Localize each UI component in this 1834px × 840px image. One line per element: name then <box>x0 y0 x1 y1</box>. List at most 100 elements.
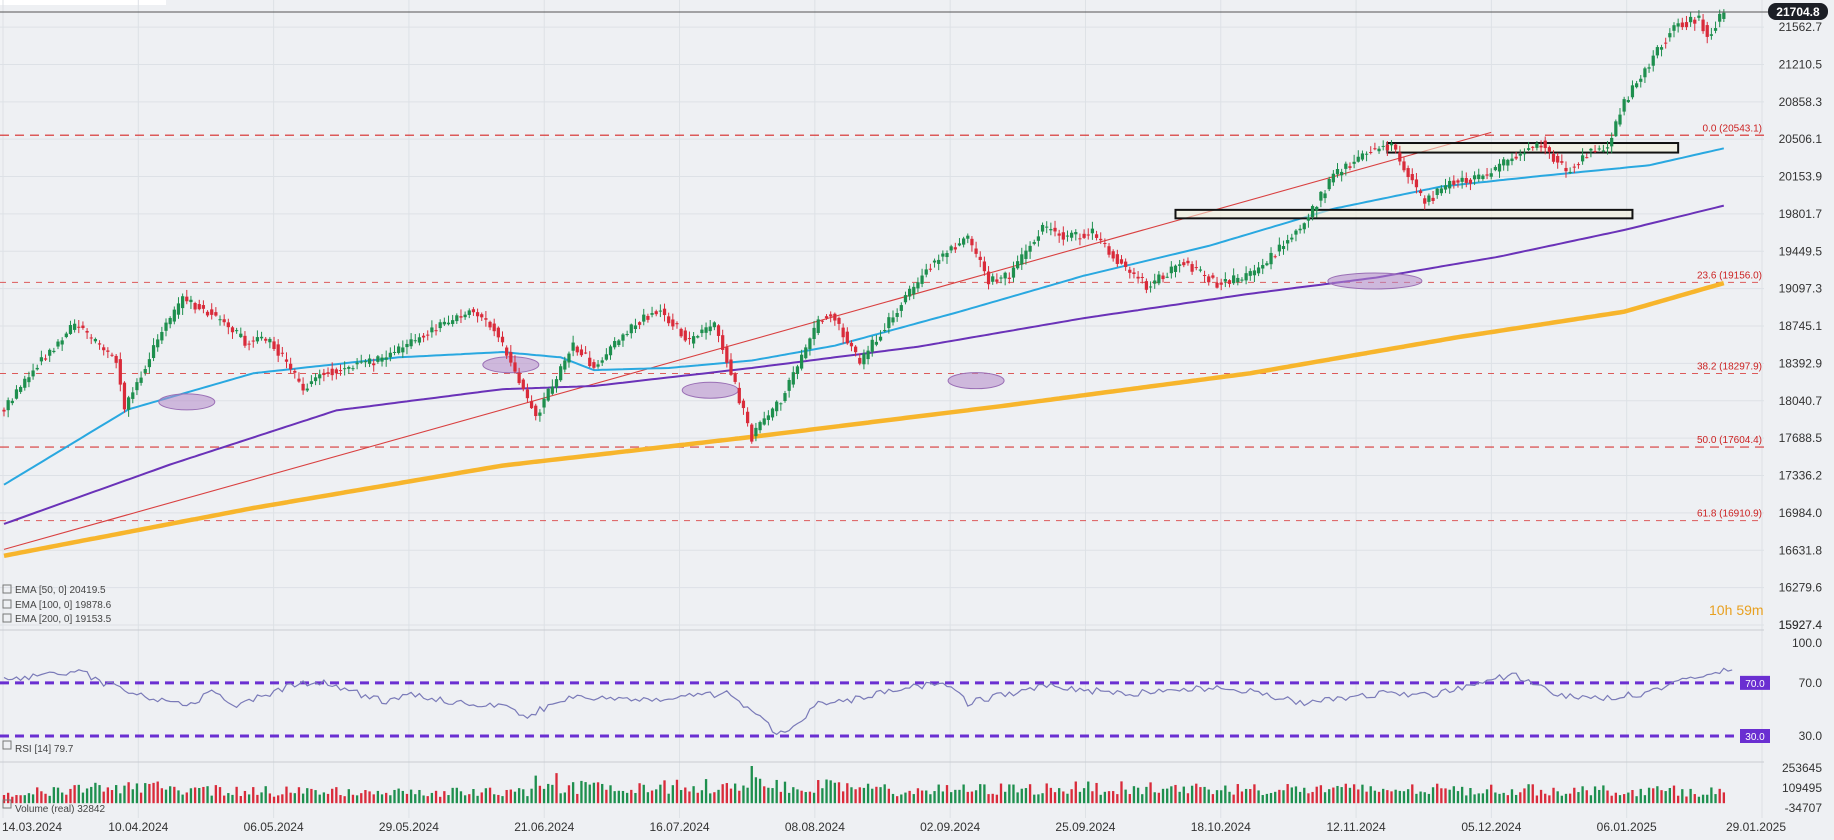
candle-body <box>147 359 152 368</box>
candle-body <box>999 277 1003 279</box>
candle-body <box>1614 121 1618 137</box>
legend-volume[interactable]: Volume (real) 32842 <box>2 799 105 815</box>
volume-bar <box>655 789 658 804</box>
volume-bar <box>185 792 188 804</box>
volume-bar <box>983 784 986 804</box>
candle-body <box>1464 178 1468 183</box>
date-tick-label: 29.05.2024 <box>379 820 439 834</box>
legend-rsi[interactable]: RSI [14] 79.7 <box>2 740 74 755</box>
volume-bar <box>459 791 463 804</box>
candle-body <box>343 368 347 370</box>
candle-body <box>1036 236 1041 241</box>
candle-body <box>1526 148 1531 150</box>
volume-bar <box>376 790 380 804</box>
candle-body <box>496 327 500 338</box>
volume-bar <box>119 793 122 804</box>
legend-ema200[interactable]: EMA [200, 0] 19153.5 <box>2 613 112 625</box>
volume-bar <box>646 792 650 804</box>
volume-bar <box>871 788 874 804</box>
volume-bar <box>1166 788 1169 804</box>
volume-bar <box>451 787 454 804</box>
candle-body <box>534 405 538 417</box>
candle-body <box>1140 276 1144 278</box>
volume-bar <box>1024 788 1028 804</box>
volume-bar <box>1598 789 1601 804</box>
candle-body <box>1169 266 1173 274</box>
candle-body <box>862 353 866 365</box>
volume-bar <box>156 781 159 804</box>
volume-bar <box>1286 784 1289 804</box>
candle-body <box>671 319 675 327</box>
legend-ema100[interactable]: EMA [100, 0] 19878.6 <box>2 599 112 611</box>
candle-body <box>31 370 35 377</box>
candle-body <box>60 340 64 345</box>
candle-body <box>1032 242 1036 244</box>
volume-bar <box>98 785 101 804</box>
legend-ema100-label: EMA [100, 0] 19878.6 <box>15 600 112 611</box>
candle-body <box>571 342 575 351</box>
volume-bar <box>667 793 670 804</box>
volume-bar <box>1207 789 1210 804</box>
candle-body <box>280 352 284 354</box>
candle-body <box>284 359 289 362</box>
candle-body <box>750 424 754 442</box>
candle-body <box>1655 47 1659 56</box>
candle-body <box>509 352 513 363</box>
price-tick-label: 17336.2 <box>1779 469 1823 483</box>
candle-body <box>14 389 19 399</box>
candle-body <box>1261 265 1265 269</box>
candle-body <box>1522 152 1527 155</box>
volume-bar <box>23 795 26 804</box>
volume-bar <box>1290 787 1293 804</box>
candle-body <box>1605 147 1610 149</box>
candle-body <box>405 343 409 348</box>
candle-body <box>1157 274 1161 284</box>
candle-body <box>633 325 638 330</box>
candle-body <box>617 340 621 346</box>
candle-body <box>235 330 239 332</box>
candle-body <box>903 295 908 303</box>
volume-bar <box>277 795 280 804</box>
volume-bar <box>1635 796 1638 804</box>
legend-ema50[interactable]: EMA [50, 0] 20419.5 <box>2 584 106 596</box>
volume-bar <box>551 784 554 804</box>
fib-level-label: 38.2 (18297.9) <box>1697 361 1762 372</box>
volume-bar <box>318 794 321 804</box>
candle-body <box>608 346 613 356</box>
volume-bar <box>1556 791 1559 804</box>
top-left-tab[interactable] <box>0 0 166 5</box>
volume-bar <box>360 793 363 804</box>
candle-body <box>1344 163 1348 169</box>
trendline <box>3 131 1492 550</box>
volume-bar <box>455 787 458 804</box>
candle-body <box>251 340 255 342</box>
volume-bar <box>1357 789 1360 804</box>
volume-bar <box>1319 785 1323 804</box>
timer-minutes: 59m <box>1736 602 1763 618</box>
candle-body <box>1290 237 1294 240</box>
candle-body <box>1090 228 1095 234</box>
volume-bar <box>468 794 471 804</box>
candle-body <box>1053 227 1057 232</box>
volume-bar <box>1224 785 1227 804</box>
candle-body <box>1659 47 1664 50</box>
volume-bar <box>501 796 504 804</box>
candle-body <box>779 403 783 405</box>
candle-body <box>1306 217 1311 221</box>
candle-body <box>1630 85 1635 98</box>
volume-bar <box>1701 794 1705 804</box>
candle-body <box>2 409 6 412</box>
candle-body <box>1065 235 1070 237</box>
volume-bar <box>1307 793 1310 804</box>
volume-bar <box>1361 784 1364 804</box>
candle-body <box>1576 164 1581 166</box>
volume-bar <box>671 785 674 804</box>
candle-body <box>654 311 658 315</box>
volume-bar <box>1199 787 1202 804</box>
volume-bar <box>725 783 728 804</box>
candle-body <box>1651 55 1655 66</box>
volume-bar <box>339 795 342 804</box>
volume-bar <box>73 785 76 804</box>
candle-body <box>151 345 156 358</box>
